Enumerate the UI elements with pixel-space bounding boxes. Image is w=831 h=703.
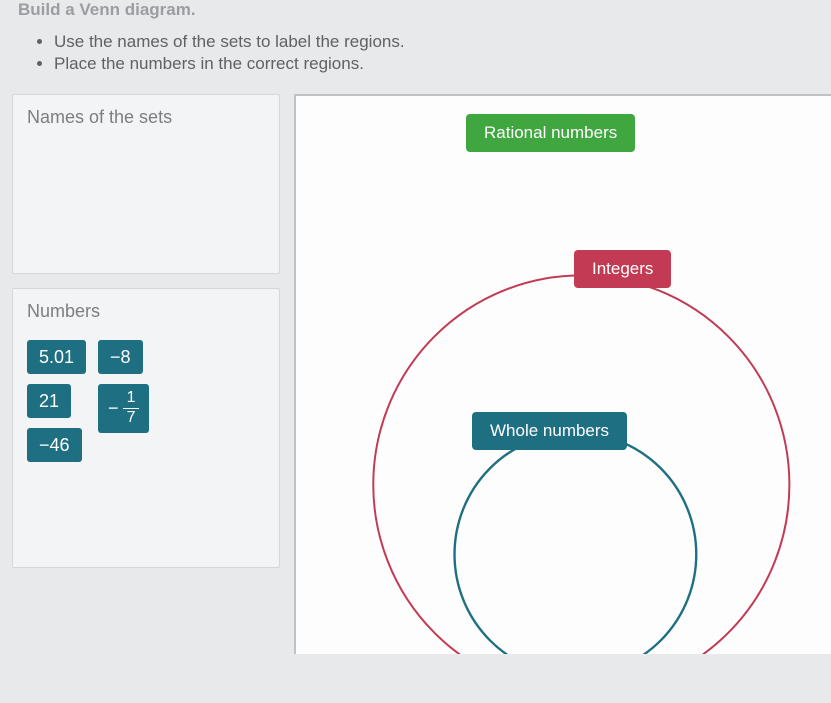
sets-panel: Names of the sets — [12, 94, 280, 274]
badge-integers[interactable]: Integers — [574, 250, 671, 288]
instruction-list: Use the names of the sets to label the r… — [0, 26, 831, 94]
left-column: Names of the sets Numbers 5.01 21 −46 −8… — [12, 94, 280, 654]
badge-whole[interactable]: Whole numbers — [472, 412, 627, 450]
venn-diagram[interactable]: Rational numbers Integers Whole numbers — [294, 94, 831, 654]
number-tile[interactable]: 21 — [27, 384, 71, 418]
fraction: 1 7 — [123, 390, 140, 427]
instruction-item: Place the numbers in the correct regions… — [54, 54, 831, 74]
number-tile[interactable]: 5.01 — [27, 340, 86, 374]
tile-column-2: −8 − 1 7 — [98, 340, 149, 462]
tile-column-1: 5.01 21 −46 — [27, 340, 86, 462]
numbers-panel-title: Numbers — [27, 301, 265, 322]
venn-circles-svg — [296, 96, 831, 654]
fraction-numerator: 1 — [123, 390, 140, 409]
fraction-denominator: 7 — [127, 409, 136, 427]
instruction-item: Use the names of the sets to label the r… — [54, 32, 831, 52]
number-tile[interactable]: −46 — [27, 428, 82, 462]
tiles-container: 5.01 21 −46 −8 − 1 7 — [27, 340, 265, 462]
number-tile-fraction[interactable]: − 1 7 — [98, 384, 149, 433]
numbers-panel: Numbers 5.01 21 −46 −8 − 1 7 — [12, 288, 280, 568]
sets-panel-title: Names of the sets — [27, 107, 265, 128]
outer-circle — [373, 275, 789, 654]
workspace: Names of the sets Numbers 5.01 21 −46 −8… — [0, 94, 831, 654]
page-heading: Build a Venn diagram. — [0, 0, 831, 26]
inner-circle — [455, 433, 697, 654]
fraction-sign: − — [108, 399, 119, 417]
number-tile[interactable]: −8 — [98, 340, 143, 374]
badge-rational[interactable]: Rational numbers — [466, 114, 635, 152]
